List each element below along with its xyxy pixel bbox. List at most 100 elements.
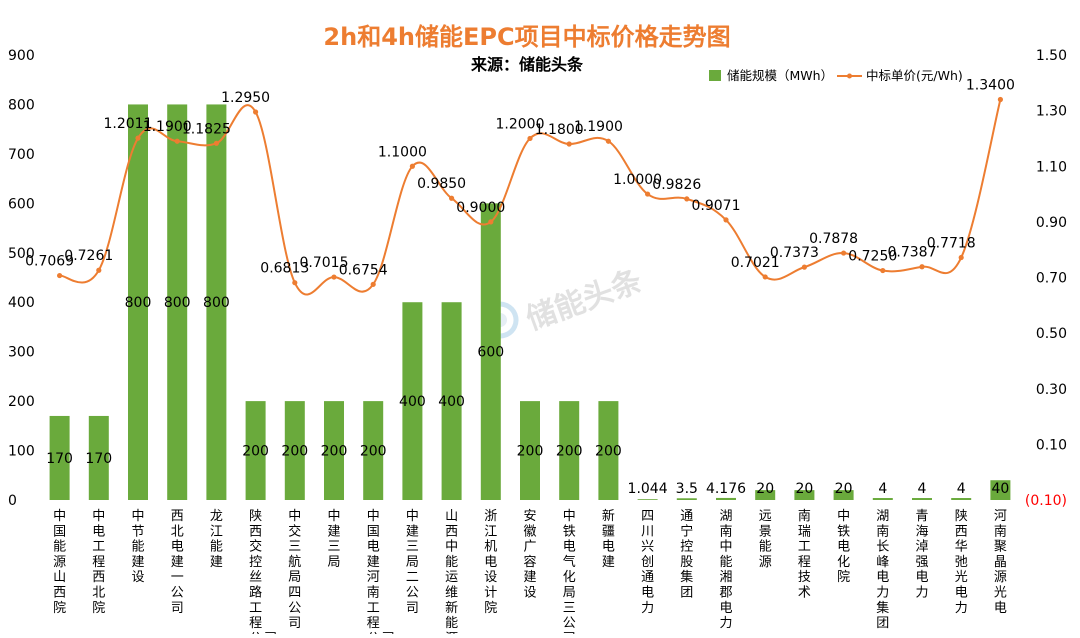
category-label-char: 三 (563, 601, 576, 616)
bar-data-label: 40 (991, 481, 1009, 497)
category-label-char: 能 (445, 616, 458, 631)
category-label-char: 运 (445, 570, 458, 585)
category-label-char: 设 (523, 586, 536, 601)
bar (441, 302, 462, 500)
category-label-char: 股 (680, 555, 693, 570)
bar (794, 490, 815, 500)
bar (520, 401, 540, 500)
category-label-char: 中 (131, 509, 144, 524)
category-label-char: 电 (876, 570, 889, 585)
category-label-char: 四 (641, 509, 654, 524)
price-data-label: 0.9850 (417, 176, 466, 192)
price-point (997, 96, 1004, 103)
bar (598, 401, 619, 500)
category-label-char: 化 (563, 570, 576, 585)
bar (167, 104, 188, 500)
category-label-char: 江 (210, 524, 223, 539)
price-point (370, 281, 376, 287)
category-label-char: 术 (798, 586, 811, 601)
bar-data-label: 600 (477, 345, 504, 361)
category-label-char: 能 (53, 540, 66, 555)
category-label-char: 南 (994, 523, 1007, 539)
bar (676, 498, 697, 500)
bar-data-label: 4 (878, 481, 887, 497)
category-label-char: 电 (641, 586, 654, 601)
category-label-char: 建 (523, 570, 536, 585)
price-data-label: 1.1900 (574, 119, 623, 135)
price-point (253, 109, 259, 115)
category-label-char: 公 (563, 616, 576, 631)
category-label-char: 机 (484, 540, 497, 555)
price-point (57, 272, 63, 279)
category-label-char: 中 (445, 540, 458, 555)
category-label-char: 容 (523, 554, 536, 570)
category-label-char: 陕 (249, 509, 262, 524)
category-label-char: 海 (915, 524, 928, 539)
price-data-label: 0.9071 (692, 198, 741, 214)
bar (716, 497, 736, 500)
category-label-char: 电 (955, 586, 968, 601)
price-point (645, 191, 651, 197)
category-label-char: 院 (53, 601, 66, 616)
price-point (958, 254, 964, 261)
category-label-char: 司 (288, 616, 301, 631)
category-label-char: 青 (915, 509, 928, 524)
category-label-char: 电 (92, 524, 105, 539)
category-label-char: 陕 (955, 509, 968, 524)
category-label-char: 局 (406, 555, 419, 570)
y-right-tick-label: 1.10 (1036, 159, 1067, 175)
category-label-char: 西 (249, 524, 262, 539)
price-point (762, 274, 768, 280)
category-label-char: 景 (759, 524, 772, 539)
category-label-char: 源 (994, 570, 1007, 585)
y-right-tick-label: (0.10) (1025, 493, 1067, 509)
category-label: 中铁电气化局三公司 (563, 509, 576, 638)
legend-line-marker (847, 73, 852, 79)
category-label-char: 铁 (837, 524, 850, 539)
bar (88, 415, 109, 500)
category-label-char: 西 (92, 570, 105, 585)
price-point (841, 250, 847, 256)
y-right-tick-label: 0.90 (1036, 215, 1067, 231)
category-label-char: 中 (92, 509, 105, 524)
category-label-char: 山 (445, 509, 458, 524)
price-point (292, 280, 298, 286)
price-point (409, 163, 415, 169)
category-label-char: 国 (53, 524, 66, 539)
bar-data-label: 800 (203, 295, 230, 311)
price-point (723, 217, 729, 223)
category-label-char: 河 (994, 509, 1007, 524)
y-right-tick-label: 0.10 (1036, 437, 1067, 453)
category-label-char: 湘 (719, 570, 732, 585)
category-label-char: 工 (92, 540, 105, 555)
y-left-tick-label: 700 (8, 147, 35, 163)
category-label-char: 南 (876, 523, 889, 539)
category-label-char: 集 (680, 569, 693, 585)
y-right-tick-label: 0.70 (1036, 271, 1067, 287)
category-label-char: 控 (249, 555, 262, 570)
category-label-char: 设 (131, 570, 144, 585)
price-data-label: 0.7015 (300, 255, 349, 271)
category-label-char: 电 (602, 540, 615, 555)
category-label-char: 通 (680, 509, 693, 524)
y-left-tick-label: 0 (8, 493, 17, 509)
bar-data-label: 200 (242, 444, 269, 460)
bar (245, 401, 266, 500)
category-label-char: 力 (876, 586, 889, 601)
price-data-label: 0.7718 (927, 236, 976, 252)
category-label: 中国电建河南工程公司 (367, 509, 395, 638)
bar (912, 498, 932, 500)
category-label-char: 新 (602, 508, 615, 524)
y-left-tick-label: 500 (8, 246, 35, 262)
bar-data-label: 4.176 (706, 481, 746, 497)
